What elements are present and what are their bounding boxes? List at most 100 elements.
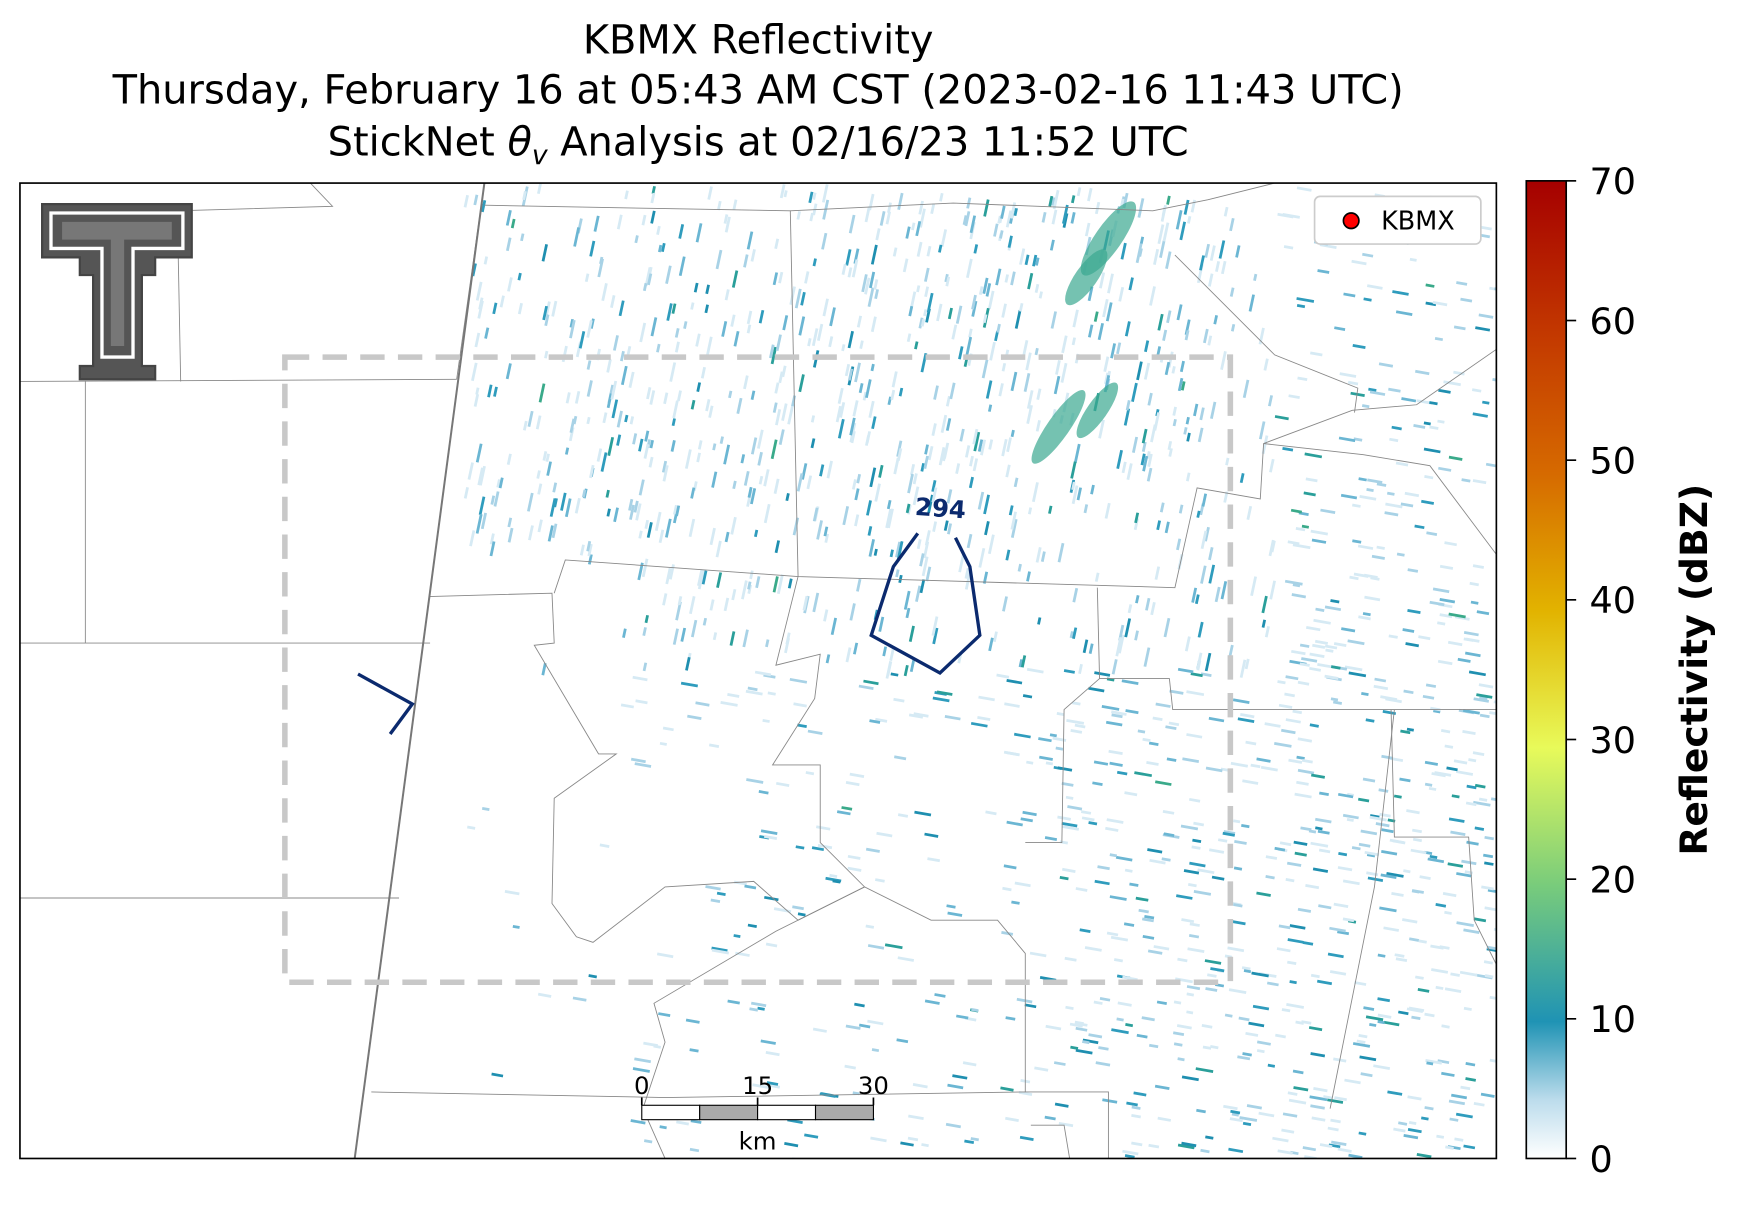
radar-echo [1443,380,1461,387]
radar-echo [1223,491,1229,503]
radar-echo [910,463,916,476]
radar-echo [1434,771,1452,777]
radar-echo [1187,947,1205,954]
radar-echo [980,439,987,456]
radar-echo [1116,1017,1124,1022]
radar-echo [1102,298,1109,318]
radar-echo [1282,446,1294,452]
radar-echo [798,374,805,393]
radar-echo [1088,686,1105,693]
radar-echo [1406,809,1420,815]
radar-echo [847,267,853,278]
radar-echo [987,534,995,555]
radar-echo [569,319,576,339]
radar-echo [496,479,501,488]
radar-echo [1366,871,1379,877]
radar-echo [1317,662,1332,669]
radar-echo [943,520,949,531]
radar-echo [1035,420,1041,432]
radar-echo [1299,662,1310,667]
radar-echo [812,592,820,613]
radar-echo [1356,1039,1366,1044]
radar-echo [1036,388,1042,401]
radar-echo [1186,690,1205,697]
radar-echo [1389,437,1399,443]
radar-echo [1476,693,1493,699]
radar-echo [747,486,753,498]
radar-echo [1185,416,1190,425]
radar-echo [1264,626,1270,638]
radar-echo [971,300,978,317]
radar-echo [895,541,902,558]
radar-echo [1208,716,1225,723]
radar-echo [1064,956,1077,962]
radar-echo [908,625,915,642]
radar-echo [1438,466,1452,472]
radar-echo [1143,362,1151,380]
radar-echo [1221,260,1227,275]
radar-echo [905,503,911,514]
radar-echo [593,215,600,232]
radar-echo [684,449,692,469]
radar-echo [878,616,885,632]
radar-echo [676,1120,690,1126]
radar-echo [1106,818,1124,824]
radar-echo [1066,718,1085,725]
radar-echo [1413,424,1426,429]
radar-echo [1486,945,1497,952]
radar-echo [1058,1121,1074,1128]
radar-echo [1337,792,1354,799]
radar-echo [1256,1040,1271,1046]
radar-echo [1285,718,1301,724]
radar-echo [1377,953,1386,958]
radar-echo [674,328,680,338]
radar-echo [1319,791,1329,797]
radar-echo [601,283,608,302]
radar-echo [1131,1114,1141,1119]
radar-echo [1048,505,1053,514]
radar-echo [685,1018,700,1024]
radar-echo [931,487,938,503]
radar-echo [1026,667,1044,674]
radar-echo [656,343,661,353]
radar-echo [680,627,687,642]
radar-echo [1070,1045,1079,1050]
radar-echo [796,211,801,220]
radar-echo [1427,857,1445,864]
radar-echo [1062,204,1069,225]
radar-echo [1110,935,1129,942]
radar-echo [1395,310,1413,316]
radar-echo [828,336,834,348]
radar-echo [772,272,779,286]
ttu-logo [41,203,193,381]
radar-echo [870,244,878,265]
radar-echo [689,1147,700,1153]
radar-echo [850,430,856,444]
colorbar-tick-label: 50 [1589,439,1636,482]
radar-echo [1361,691,1369,696]
radar-echo [611,399,619,419]
radar-echo [938,447,946,466]
radar-echo [1169,689,1184,695]
radar-echo [758,309,765,324]
radar-echo [1358,477,1367,482]
radar-echo [924,530,931,546]
radar-echo [1136,1033,1148,1039]
radar-echo [715,540,722,558]
colorbar-tick-label: 60 [1589,300,1636,343]
radar-echo [1329,926,1346,933]
radar-echo [1403,1134,1419,1140]
radar-echo [1473,917,1487,923]
radar-echo [797,912,806,917]
radar-echo [867,526,873,536]
radar-echo [1415,369,1430,376]
radar-echo [1377,997,1391,1003]
radar-echo [1415,975,1424,980]
radar-echo [958,552,966,573]
radar-echo [792,517,800,536]
radar-echo [551,523,558,539]
radar-echo [1296,304,1306,309]
radar-echo [787,578,793,589]
radar-echo [1168,721,1180,727]
radar-echo [772,402,778,413]
